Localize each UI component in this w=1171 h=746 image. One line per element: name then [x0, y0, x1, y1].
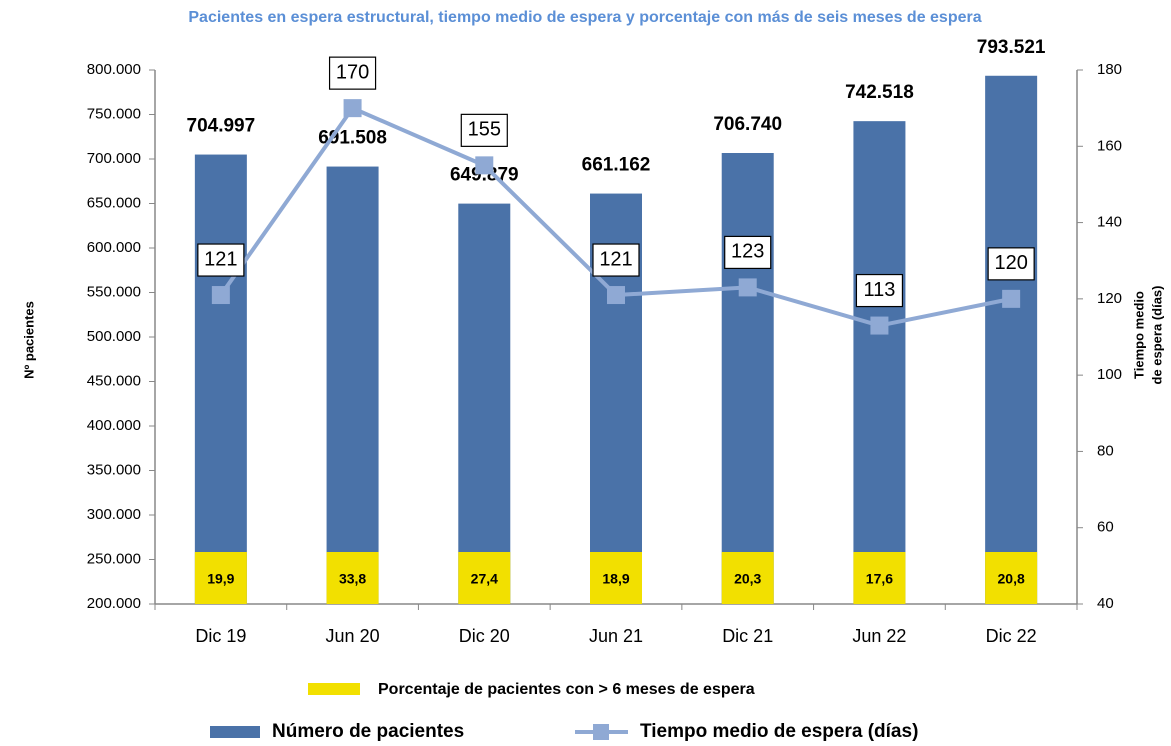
y-tick-label: 200.000 [87, 595, 141, 612]
y-tick-label: 350.000 [87, 461, 141, 478]
line-label-box [197, 243, 245, 277]
x-tick-label: Jun 22 [852, 626, 906, 646]
legend-label: Número de pacientes [272, 721, 464, 742]
bar-value-label: 661.162 [582, 155, 651, 176]
y-tick-label: 400.000 [87, 417, 141, 434]
y-axis-label: Nº pacientes [21, 301, 36, 379]
y2-tick-label: 80 [1097, 442, 1114, 459]
percentage-box [985, 552, 1038, 604]
line-value-label: 155 [468, 119, 501, 141]
percentage-box [721, 552, 774, 604]
y2-tick-label: 60 [1097, 519, 1114, 536]
y2-tick-label: 140 [1097, 214, 1122, 231]
percentage-label: 19,9 [207, 571, 234, 587]
line-marker [1002, 289, 1021, 308]
line-value-label: 113 [863, 279, 895, 301]
percentage-label: 20,8 [998, 571, 1025, 587]
line-label-box [855, 273, 904, 308]
line-marker [343, 99, 362, 118]
line-label-box [592, 243, 640, 277]
legend-label: Porcentaje de pacientes con > 6 meses de… [378, 681, 755, 698]
percentage-label: 27,4 [471, 571, 498, 587]
y2-tick-label: 40 [1097, 595, 1114, 612]
line-value-label: 121 [599, 248, 632, 270]
percentage-box [590, 552, 642, 604]
y2-tick-label: 180 [1097, 61, 1122, 78]
y-tick-label: 450.000 [87, 372, 141, 389]
percentage-label: 20,3 [734, 571, 761, 587]
percentage-label: 33,8 [339, 571, 366, 587]
percentage-label: 17,6 [866, 571, 893, 587]
bar [326, 166, 379, 605]
line-marker [870, 316, 889, 335]
x-tick-label: Dic 19 [195, 626, 246, 646]
y-tick-label: 250.000 [87, 550, 141, 567]
legend-swatch [210, 726, 260, 738]
line-label-box [328, 56, 377, 90]
percentage-box [458, 552, 511, 604]
y-tick-label: 800.000 [87, 61, 141, 78]
bar-value-label: 706.740 [713, 114, 782, 135]
y2-tick-label: 120 [1097, 290, 1122, 307]
line-marker [211, 286, 230, 305]
y-tick-label: 300.000 [87, 506, 141, 523]
line-marker [738, 278, 757, 297]
y2-axis-label: Tiempo medio [1131, 291, 1146, 379]
chart-title: Pacientes en espera estructural, tiempo … [188, 9, 981, 26]
line-marker [607, 286, 625, 305]
y-tick-label: 600.000 [87, 239, 141, 256]
bar-value-label: 742.518 [845, 82, 914, 103]
x-tick-label: Dic 21 [722, 626, 773, 646]
percentage-box [194, 552, 247, 604]
legend-marker [593, 724, 609, 740]
x-tick-label: Dic 22 [986, 626, 1037, 646]
legend-label: Tiempo medio de espera (días) [640, 721, 918, 742]
y-tick-label: 700.000 [87, 150, 141, 167]
line-value-label: 120 [994, 252, 1027, 274]
y-tick-label: 500.000 [87, 328, 141, 345]
percentage-box [853, 552, 906, 604]
bar-value-label: 793.521 [977, 37, 1046, 58]
y-tick-label: 750.000 [87, 105, 141, 122]
line-label-box [987, 247, 1035, 281]
bar-value-label: 704.997 [187, 116, 256, 137]
line-marker [475, 156, 494, 175]
bar [194, 154, 247, 604]
line-value-label: 121 [204, 248, 237, 270]
y2-tick-label: 160 [1097, 137, 1122, 154]
y2-axis-label: de espera (días) [1149, 286, 1164, 385]
x-tick-label: Jun 20 [326, 626, 380, 646]
line-value-label: 170 [336, 61, 369, 83]
bar [721, 153, 774, 604]
x-tick-label: Jun 21 [589, 626, 643, 646]
line-value-label: 123 [731, 241, 764, 263]
x-tick-label: Dic 20 [459, 626, 510, 646]
y-tick-label: 550.000 [87, 283, 141, 300]
percentage-box [326, 552, 379, 604]
bar [985, 75, 1038, 605]
bar [458, 203, 511, 604]
percentage-label: 18,9 [602, 571, 629, 587]
legend-swatch [308, 683, 360, 695]
y2-tick-label: 100 [1097, 366, 1122, 383]
bar [853, 121, 906, 604]
line-label-box [460, 113, 508, 147]
line-label-box [724, 235, 772, 270]
y-tick-label: 650.000 [87, 194, 141, 211]
